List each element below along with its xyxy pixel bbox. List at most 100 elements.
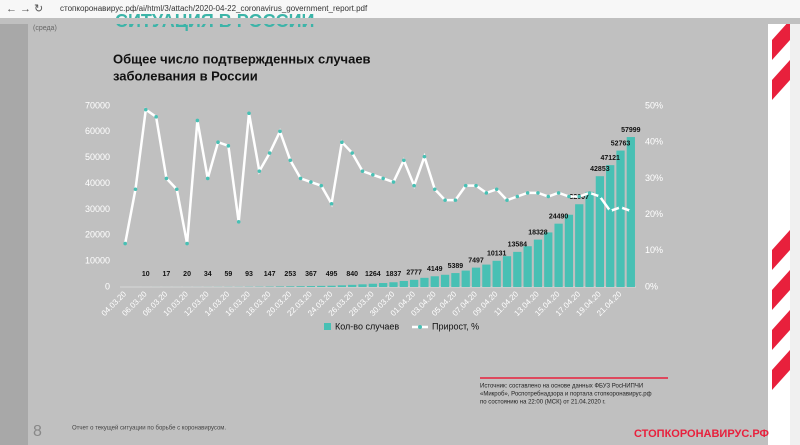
back-button[interactable]: ← bbox=[6, 3, 17, 15]
growth-marker bbox=[329, 201, 334, 206]
growth-marker bbox=[164, 176, 169, 181]
value-label: 52763 bbox=[611, 140, 631, 147]
growth-marker bbox=[236, 220, 241, 224]
y2-tick-label: 30% bbox=[645, 173, 663, 183]
value-label: 7497 bbox=[468, 257, 484, 264]
y-tick-label: 50000 bbox=[85, 152, 110, 162]
legend-marker bbox=[418, 325, 422, 329]
growth-marker bbox=[267, 151, 272, 155]
forward-button[interactable]: → bbox=[20, 3, 31, 15]
chart-title: Общее число подтвержденных случаев bbox=[113, 51, 371, 66]
bar bbox=[554, 223, 563, 287]
value-label: 1264 bbox=[365, 271, 381, 278]
growth-marker bbox=[422, 154, 427, 159]
value-label: 840 bbox=[346, 271, 358, 278]
y-tick-label: 70000 bbox=[85, 100, 110, 110]
value-label: 24490 bbox=[549, 214, 569, 221]
bar bbox=[348, 284, 357, 287]
value-label: 2777 bbox=[406, 270, 422, 277]
reload-button[interactable]: ↻ bbox=[34, 3, 43, 15]
value-label: 42853 bbox=[590, 166, 610, 173]
bar bbox=[471, 267, 481, 287]
chart-title: заболевания в России bbox=[113, 68, 258, 83]
bar bbox=[286, 286, 295, 287]
y2-tick-label: 20% bbox=[645, 209, 663, 219]
bar bbox=[420, 277, 429, 287]
y2-tick-label: 40% bbox=[645, 137, 663, 147]
growth-marker bbox=[453, 198, 458, 202]
growth-marker bbox=[185, 241, 189, 246]
bar bbox=[275, 286, 285, 287]
y-tick-label: 0 bbox=[105, 281, 110, 291]
bar bbox=[502, 256, 512, 287]
growth-marker bbox=[402, 158, 406, 163]
growth-marker bbox=[371, 172, 375, 177]
bar bbox=[575, 204, 584, 287]
bar bbox=[389, 282, 398, 287]
growth-marker bbox=[546, 194, 551, 199]
y2-tick-label: 10% bbox=[645, 245, 663, 255]
browser-bar bbox=[0, 0, 800, 18]
growth-marker bbox=[587, 191, 592, 195]
growth-marker bbox=[608, 209, 612, 213]
scrollbar[interactable] bbox=[790, 18, 800, 445]
growth-line bbox=[123, 107, 632, 244]
footer-text: Отчет о текущей ситуации по борьбе с кор… bbox=[72, 425, 226, 432]
bar bbox=[585, 191, 594, 287]
source-text: «Микроб», Роспотребнадзора и портала сто… bbox=[480, 392, 652, 398]
growth-marker bbox=[463, 183, 468, 188]
growth-marker bbox=[432, 187, 437, 192]
bar bbox=[399, 280, 408, 287]
growth-marker bbox=[216, 140, 220, 144]
bar bbox=[616, 150, 625, 287]
growth-marker bbox=[505, 198, 509, 202]
growth-marker bbox=[618, 205, 623, 210]
y2-tick-label: 0% bbox=[645, 281, 658, 291]
bar bbox=[523, 246, 532, 287]
value-label: 20 bbox=[183, 271, 191, 278]
bar bbox=[296, 286, 305, 287]
growth-marker bbox=[598, 194, 602, 199]
growth-marker bbox=[556, 191, 561, 195]
value-label: 1837 bbox=[386, 271, 402, 278]
value-label: 367 bbox=[305, 271, 317, 278]
url[interactable]: стопкоронавирус.рф/ai/html/3/attach/2020… bbox=[60, 4, 368, 13]
value-label: 495 bbox=[326, 271, 338, 278]
growth-marker bbox=[298, 176, 303, 181]
bar bbox=[482, 264, 491, 287]
growth-marker bbox=[577, 194, 582, 199]
growth-marker bbox=[319, 183, 324, 188]
bar bbox=[317, 285, 326, 287]
y-tick-label: 20000 bbox=[85, 230, 110, 240]
bar bbox=[379, 283, 388, 287]
value-label: 34 bbox=[204, 271, 212, 278]
bar bbox=[544, 232, 553, 287]
bar bbox=[564, 214, 574, 287]
value-label: 47121 bbox=[600, 155, 620, 162]
value-label: 147 bbox=[264, 271, 276, 278]
value-label: 5389 bbox=[448, 263, 464, 270]
growth-marker bbox=[360, 169, 365, 173]
source-text: по состоянию на 22:00 (МСК) от 21.04.202… bbox=[480, 400, 606, 406]
growth-marker bbox=[278, 129, 282, 134]
bar bbox=[327, 285, 336, 287]
growth-marker bbox=[412, 183, 416, 188]
day-label: (среда) bbox=[33, 25, 57, 32]
growth-marker bbox=[567, 194, 571, 199]
growth-marker bbox=[205, 176, 210, 181]
value-label: 10131 bbox=[487, 251, 507, 258]
growth-marker bbox=[443, 198, 447, 202]
growth-marker bbox=[133, 187, 138, 192]
growth-marker bbox=[474, 183, 478, 188]
y-tick-label: 30000 bbox=[85, 204, 110, 214]
legend-label: Прирост, % bbox=[432, 321, 479, 331]
value-label: 10 bbox=[142, 271, 150, 278]
page-number: 8 bbox=[33, 423, 42, 440]
value-label: 4149 bbox=[427, 266, 443, 273]
bar bbox=[440, 274, 450, 287]
value-label: 13584 bbox=[508, 242, 528, 249]
bar bbox=[409, 279, 419, 287]
growth-marker bbox=[515, 194, 520, 199]
